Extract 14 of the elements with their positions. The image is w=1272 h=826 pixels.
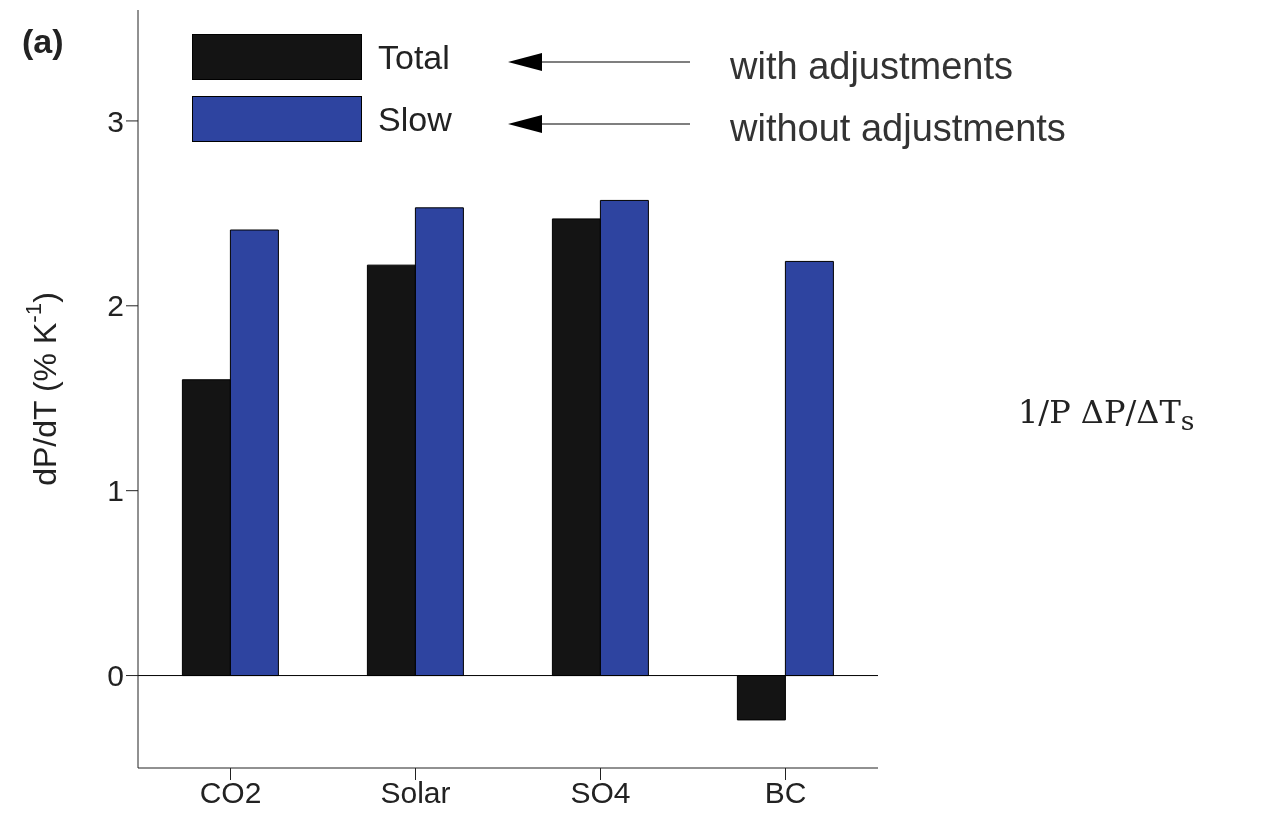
legend-label: Slow — [378, 99, 452, 139]
legend-label: Total — [378, 37, 450, 77]
x-tick-label: CO2 — [199, 776, 262, 810]
y-tick-label: 2 — [107, 289, 124, 323]
annotation: without adjustments — [730, 107, 1066, 150]
y-tick-label: 1 — [107, 474, 124, 508]
annotation: with adjustments — [730, 45, 1014, 88]
x-tick-label: SO4 — [570, 776, 631, 810]
y-tick-label: 3 — [107, 104, 124, 138]
y-tick-label: 0 — [107, 659, 124, 693]
x-tick-label: Solar — [380, 776, 451, 810]
text: 1/P ΔP/ΔT$_{s}$ — [1018, 393, 1195, 437]
text: (a) — [22, 22, 64, 61]
x-tick-label: BC — [764, 776, 807, 810]
